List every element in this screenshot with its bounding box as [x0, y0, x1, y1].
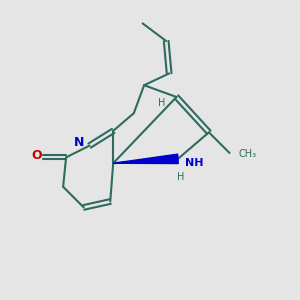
Polygon shape [113, 154, 178, 164]
Text: CH₃: CH₃ [238, 149, 256, 159]
Text: H: H [158, 98, 166, 108]
Text: N: N [74, 136, 85, 149]
Text: H: H [177, 172, 184, 182]
Text: O: O [31, 148, 42, 161]
Text: NH: NH [185, 158, 203, 168]
